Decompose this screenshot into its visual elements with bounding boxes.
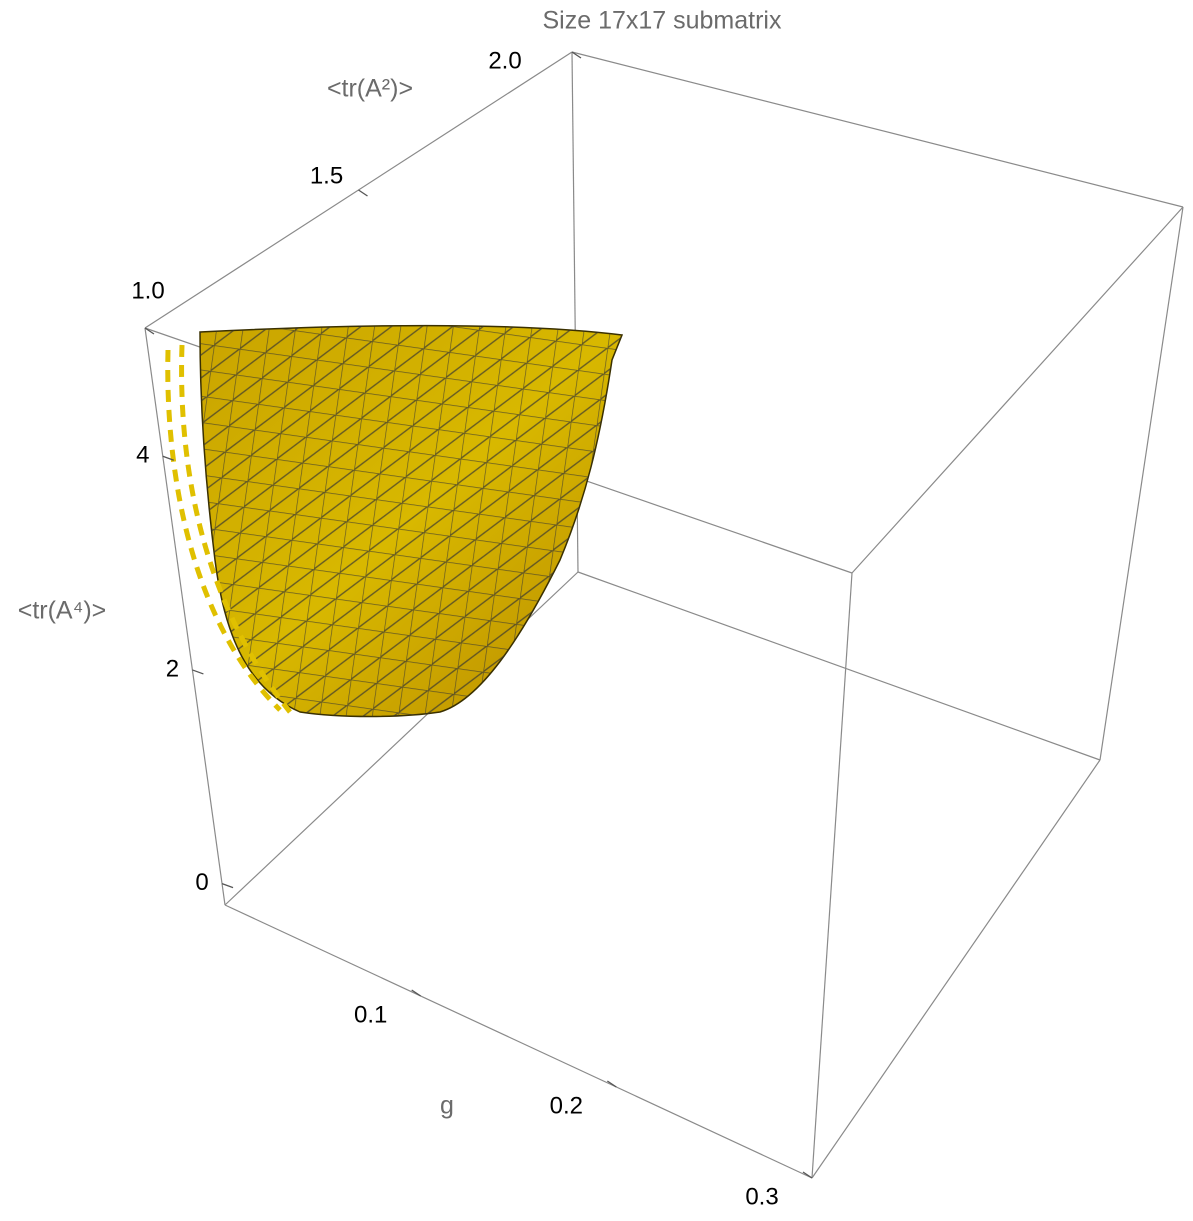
- y-axis-label: <tr(A²)>: [327, 75, 413, 103]
- z-axis-label: <tr(A⁴)>: [18, 597, 107, 625]
- chart-title: Size 17x17 submatrix: [542, 7, 782, 35]
- x-tick-label: 0.1: [354, 1001, 387, 1028]
- box-edge: [577, 571, 1101, 761]
- y-tick: [144, 327, 155, 335]
- x-tick: [606, 1080, 617, 1088]
- y-tick: [571, 51, 582, 59]
- z-tick-label: 0: [195, 869, 208, 896]
- box-edge: [224, 904, 813, 1179]
- box-edge: [571, 51, 1184, 208]
- box-edge: [144, 327, 226, 906]
- x-tick: [802, 1171, 813, 1179]
- z-tick: [221, 883, 234, 889]
- box-edge: [811, 572, 853, 1179]
- y-tick-label: 1.5: [310, 162, 343, 189]
- z-tick: [192, 669, 204, 675]
- x-axis-label: g: [440, 1092, 454, 1120]
- x-tick-label: 0.2: [550, 1092, 583, 1119]
- x-tick: [411, 989, 422, 997]
- box-edge: [1099, 206, 1184, 761]
- y-tick-label: 1.0: [131, 277, 164, 304]
- x-tick-label: 0.3: [745, 1183, 778, 1210]
- z-tick-label: 4: [136, 442, 149, 469]
- box-edge: [811, 759, 1101, 1179]
- z-tick-label: 2: [166, 655, 179, 682]
- y-tick-label: 2.0: [488, 47, 521, 74]
- z-tick: [162, 455, 174, 461]
- box-edge: [851, 206, 1184, 574]
- surface: [165, 324, 624, 718]
- y-tick: [358, 189, 368, 197]
